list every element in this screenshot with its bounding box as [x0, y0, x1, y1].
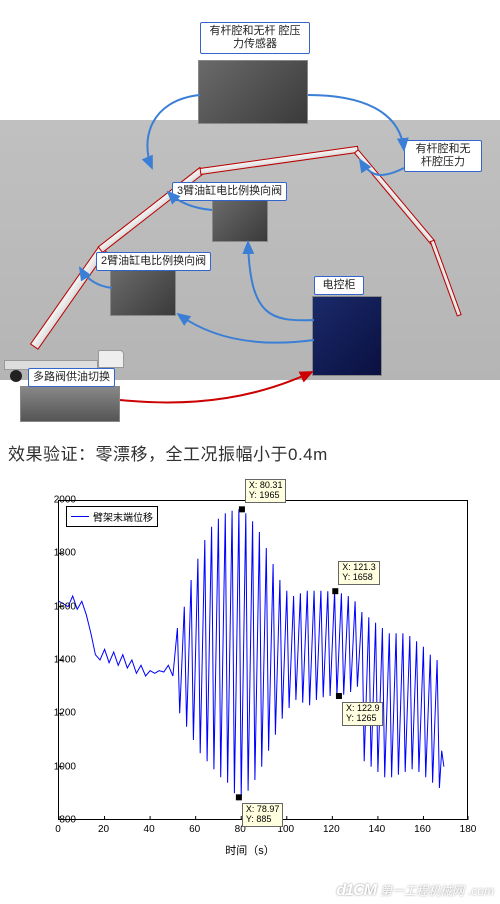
y-tick: 1200 — [54, 708, 76, 719]
chart-legend: 臂架末端位移 — [66, 506, 158, 527]
data-tip: X: 78.97Y: 885 — [242, 803, 284, 827]
x-tick: 0 — [55, 824, 61, 835]
data-tip: X: 80.31Y: 1965 — [245, 479, 287, 503]
x-tick: 20 — [98, 824, 109, 835]
y-tick: 2000 — [54, 495, 76, 506]
y-tick: 1000 — [54, 761, 76, 772]
x-tick: 160 — [414, 824, 431, 835]
diagram-arrows — [0, 0, 500, 430]
data-tip: X: 121.3Y: 1658 — [338, 561, 380, 585]
x-tick: 40 — [144, 824, 155, 835]
legend-swatch — [71, 516, 89, 517]
x-tick: 180 — [460, 824, 477, 835]
chart-panel: 臂架末端位移 时间（s） 800100012001400160018002000… — [10, 490, 490, 870]
y-tick: 1400 — [54, 655, 76, 666]
diagram-panel: 有杆腔和无杆 腔压力传感器 有杆腔和无 杆腔压力 3臂油缸电比例换向阀 2臂油缸… — [0, 0, 500, 430]
watermark-suffix: .com — [468, 884, 494, 898]
y-tick: 1800 — [54, 548, 76, 559]
watermark-text: 第一工程机械网 — [380, 882, 464, 899]
y-tick: 1600 — [54, 601, 76, 612]
legend-label: 臂架末端位移 — [93, 509, 153, 524]
x-tick: 120 — [323, 824, 340, 835]
y-tick: 800 — [59, 815, 76, 826]
x-tick: 140 — [369, 824, 386, 835]
data-tip: X: 122.9Y: 1265 — [342, 702, 384, 726]
caption-text: 效果验证：零漂移，全工况振幅小于0.4m — [8, 440, 328, 465]
x-tick: 60 — [189, 824, 200, 835]
plot-area — [58, 500, 468, 820]
x-axis-label: 时间（s） — [10, 842, 490, 858]
watermark-logo: d1CM — [336, 882, 376, 900]
watermark: d1CM 第一工程机械网 .com — [336, 882, 494, 900]
chart-line — [59, 500, 469, 820]
